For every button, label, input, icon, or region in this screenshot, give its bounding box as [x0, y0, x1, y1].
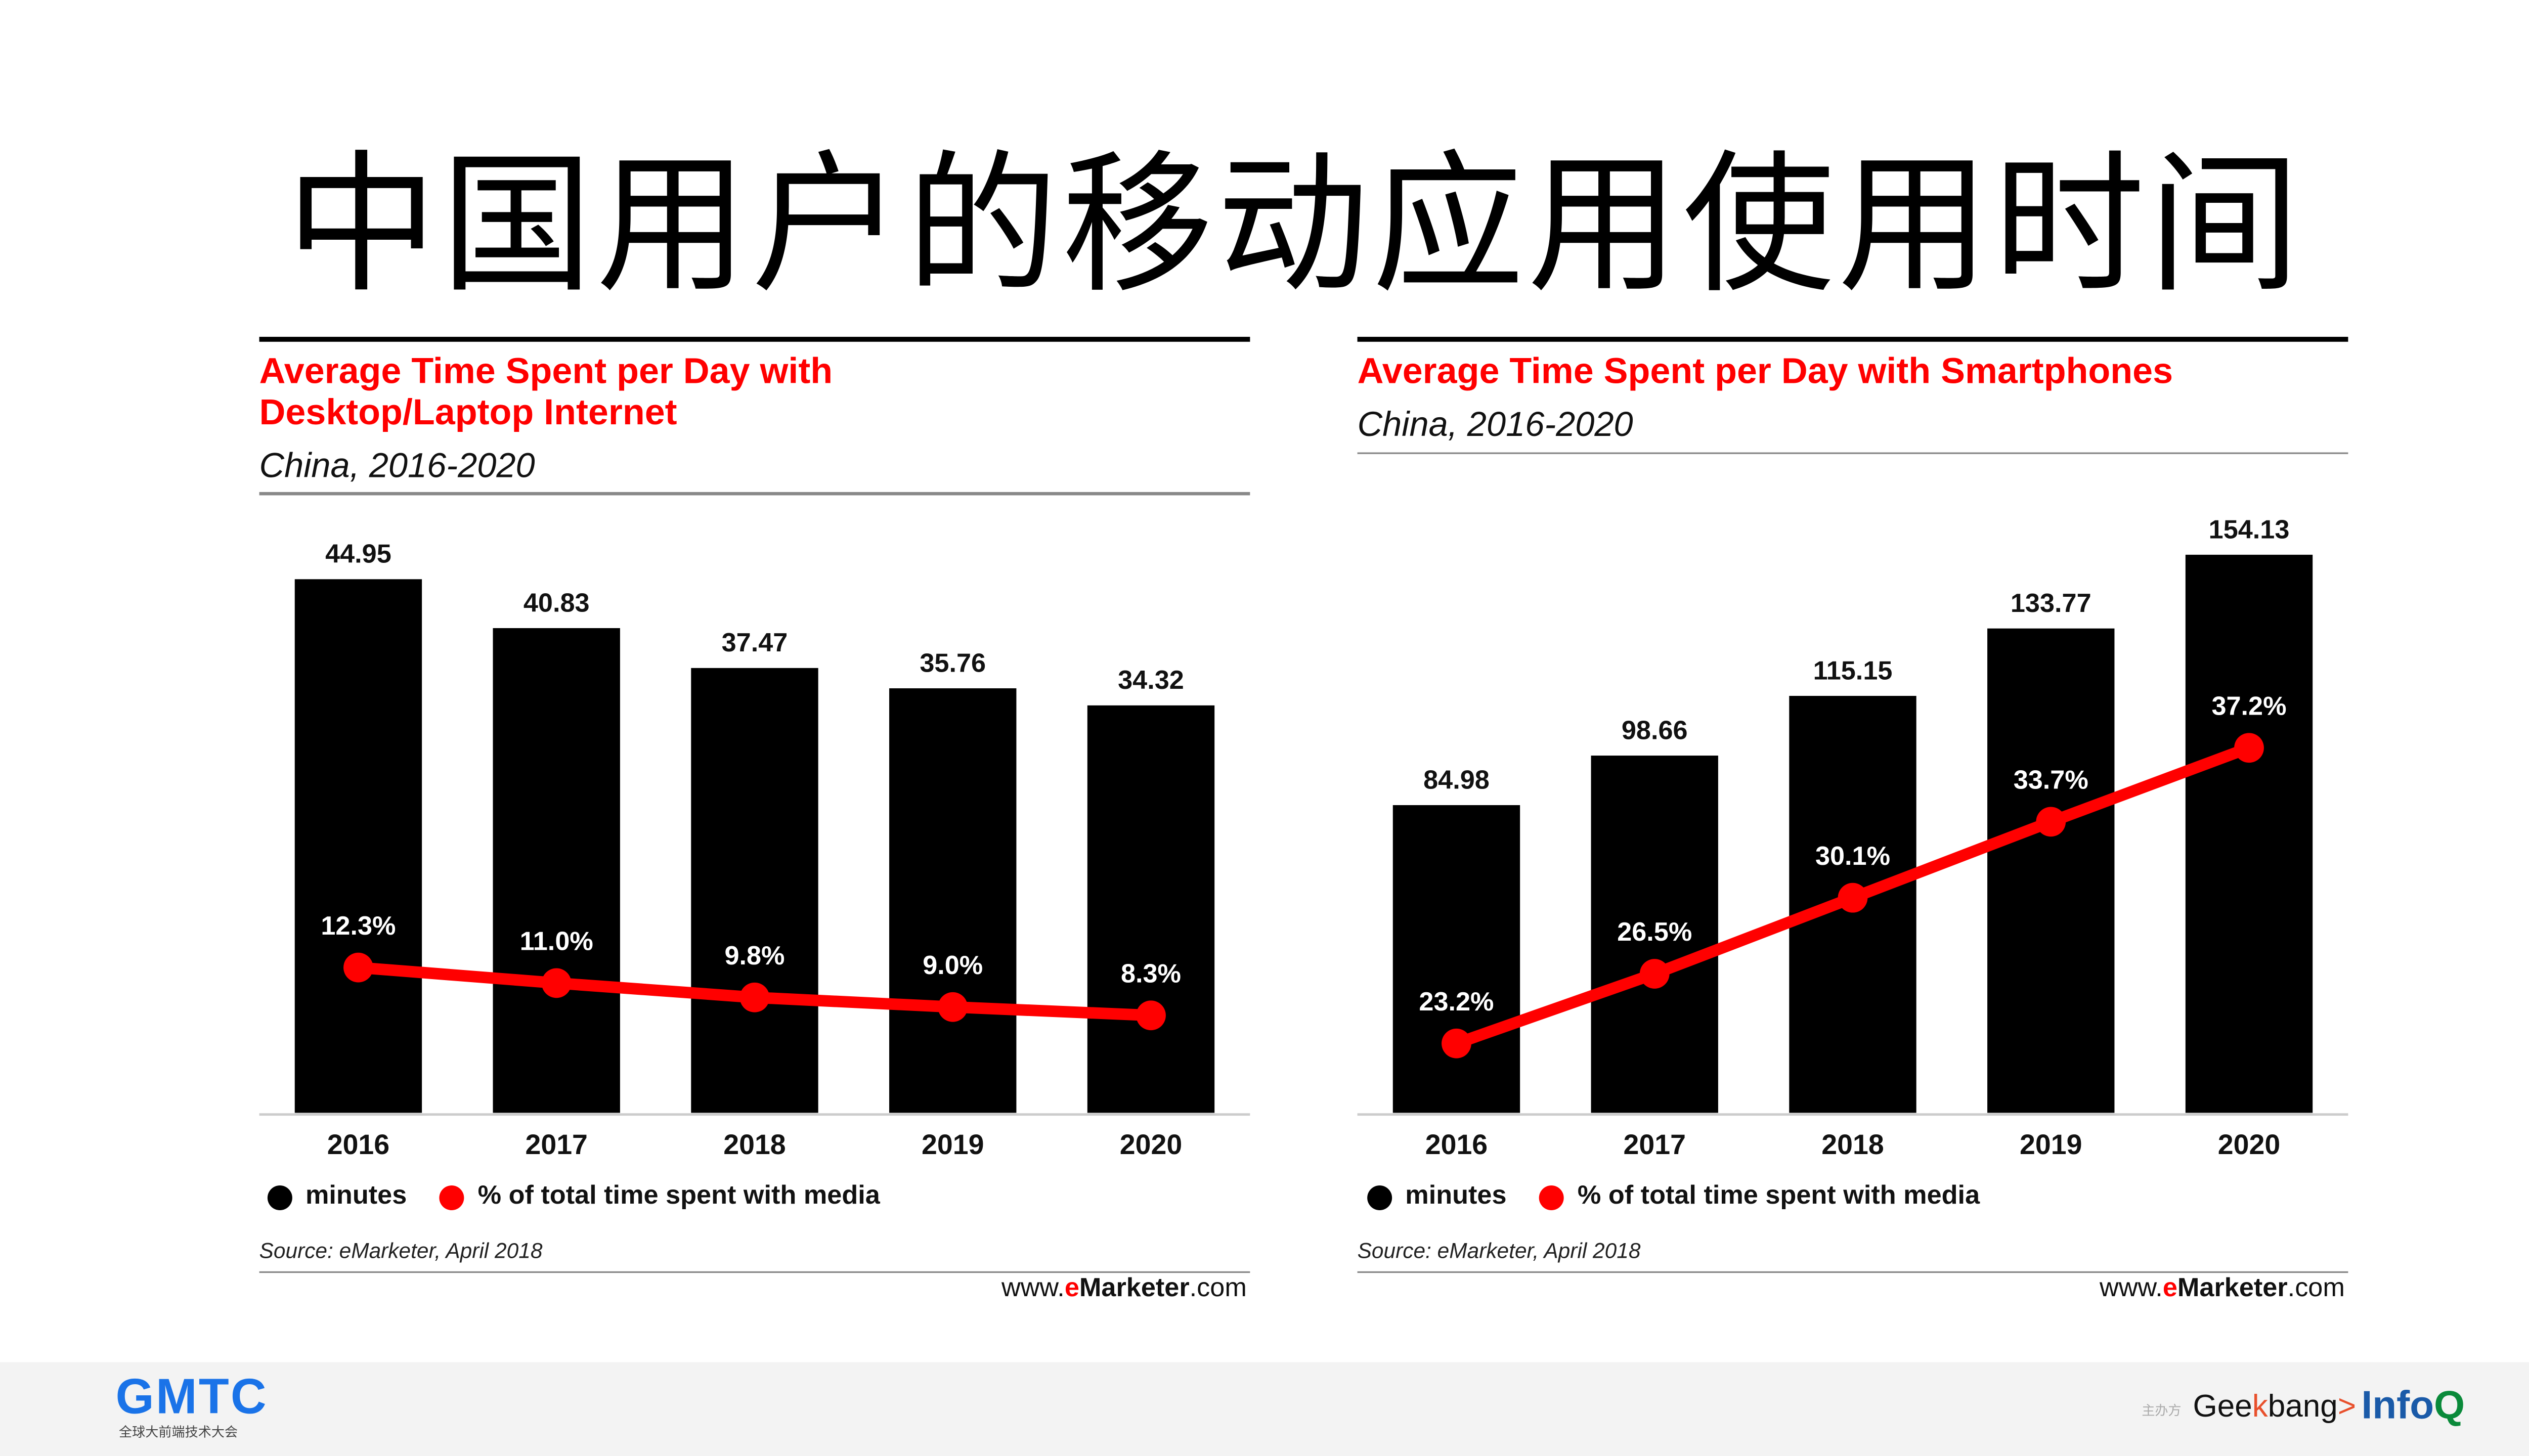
gmtc-logo: GMTC — [115, 1370, 268, 1425]
divider — [1357, 452, 2348, 454]
percent-label: 8.3% — [1121, 959, 1181, 988]
x-tick-label: 2016 — [1425, 1129, 1488, 1160]
bar — [1987, 628, 2115, 1113]
x-tick-label: 2017 — [1624, 1129, 1686, 1160]
gmtc-subtitle: 全球大前端技术大会 — [119, 1425, 238, 1440]
legend-swatch-percent — [440, 1184, 465, 1210]
bar — [889, 688, 1017, 1113]
chart-title: Average Time Spent per Day with Smartpho… — [1358, 350, 2173, 391]
percent-point — [541, 968, 572, 998]
percent-label: 11.0% — [520, 927, 593, 956]
footer — [0, 1362, 2529, 1456]
bar — [2185, 554, 2313, 1113]
x-tick-label: 2019 — [2020, 1129, 2082, 1160]
bar-value-label: 154.13 — [2209, 515, 2290, 544]
bar-value-label: 98.66 — [1622, 716, 1688, 745]
x-tick-label: 2017 — [525, 1129, 587, 1160]
panel-top-rule — [1357, 336, 2348, 342]
sponsor-label: 主办方 — [2142, 1403, 2182, 1419]
x-tick-label: 2019 — [922, 1129, 984, 1160]
bar — [1591, 756, 1718, 1113]
bar-value-label: 40.83 — [524, 588, 590, 617]
source-note: Source: eMarketer, April 2018 — [1357, 1238, 1641, 1263]
chart-title-line: Desktop/Laptop Internet — [259, 391, 677, 433]
chart-title: Average Time Spent per Day with Desktop/… — [259, 350, 833, 432]
chart-title-line: Average Time Spent per Day with Smartpho… — [1357, 350, 2173, 391]
panel-top-rule — [259, 336, 1250, 342]
percent-label: 9.0% — [923, 951, 983, 980]
bar — [1392, 805, 1520, 1113]
bar-value-label: 34.32 — [1118, 666, 1184, 695]
legend: minutes % of total time spent with media — [1367, 1182, 1980, 1212]
page-title: 中国用户的移动应用使用时间 — [285, 137, 2304, 314]
percent-point — [938, 992, 968, 1022]
chart-subtitle: China, 2016-2020 — [259, 447, 535, 486]
percent-point — [2234, 733, 2264, 763]
legend-label: % of total time spent with media — [1577, 1182, 1980, 1211]
brand-url: www.eMarketer.com — [2100, 1274, 2345, 1303]
percent-point — [1838, 883, 1868, 913]
bar-value-label: 37.47 — [722, 628, 788, 657]
legend-label: minutes — [305, 1182, 407, 1211]
bar-value-label: 35.76 — [920, 648, 986, 678]
bar — [691, 668, 818, 1113]
divider — [259, 492, 1250, 496]
chart-title-line: Average Time Spent per Day with — [259, 350, 833, 391]
percent-label: 26.5% — [1617, 917, 1692, 947]
brand-url: www.eMarketer.com — [1001, 1274, 1247, 1303]
bar-value-label: 115.15 — [1813, 656, 1893, 685]
x-tick-label: 2018 — [723, 1129, 786, 1160]
percent-point — [1136, 1000, 1166, 1031]
percent-label: 37.2% — [2211, 691, 2286, 721]
legend-label: minutes — [1405, 1182, 1507, 1211]
x-tick-label: 2020 — [1120, 1129, 1182, 1160]
percent-point — [343, 952, 373, 983]
source-note: Source: eMarketer, April 2018 — [259, 1238, 543, 1263]
percent-point — [2036, 807, 2066, 837]
divider — [1357, 1271, 2348, 1273]
legend-swatch-minutes — [267, 1184, 292, 1210]
bar-value-label: 133.77 — [2011, 589, 2091, 618]
infoq-logo: InfoQ — [2361, 1383, 2465, 1428]
geekbang-logo: Geekbang> — [2193, 1390, 2357, 1425]
x-tick-label: 2016 — [327, 1129, 389, 1160]
bar — [493, 628, 620, 1113]
bar — [1087, 705, 1215, 1113]
bar — [294, 579, 422, 1113]
percent-point — [739, 982, 770, 1012]
legend-swatch-percent — [1539, 1184, 1564, 1210]
x-tick-label: 2020 — [2218, 1129, 2280, 1160]
legend-label: % of total time spent with media — [477, 1182, 880, 1211]
x-tick-label: 2018 — [1821, 1129, 1884, 1160]
percent-point — [1639, 959, 1670, 989]
percent-label: 9.8% — [724, 941, 784, 970]
percent-point — [1442, 1028, 1471, 1058]
bar-value-label: 84.98 — [1423, 765, 1490, 795]
bar-value-label: 44.95 — [325, 540, 391, 569]
percent-label: 30.1% — [1815, 842, 1890, 871]
percent-label: 12.3% — [321, 911, 396, 941]
percent-label: 23.2% — [1419, 987, 1494, 1017]
divider — [259, 1271, 1250, 1273]
chart-subtitle: China, 2016-2020 — [1357, 406, 1633, 445]
percent-label: 33.7% — [2014, 766, 2088, 795]
legend-swatch-minutes — [1367, 1184, 1392, 1210]
legend: minutes % of total time spent with media — [267, 1182, 880, 1212]
